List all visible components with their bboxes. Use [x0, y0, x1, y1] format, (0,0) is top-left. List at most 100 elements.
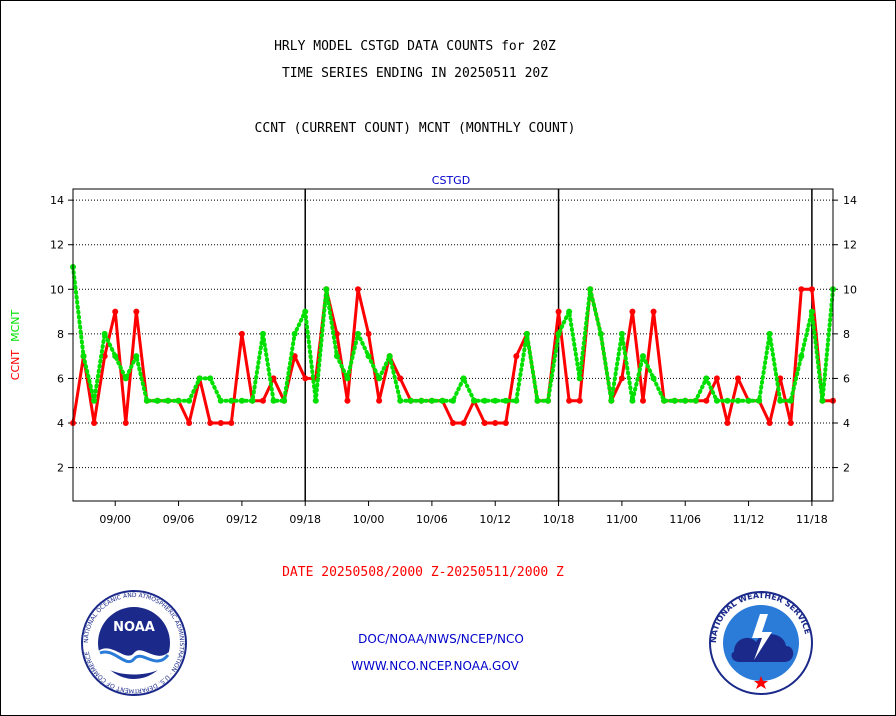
grid-lines	[73, 199, 833, 469]
data-point-ccnt	[798, 286, 805, 293]
data-point-mcnt	[376, 375, 383, 382]
data-point-ccnt	[566, 397, 573, 404]
data-point-ccnt	[555, 308, 562, 315]
data-point-mcnt	[122, 375, 129, 382]
plot-title: CSTGD	[432, 174, 470, 187]
x-tick-label: 11/06	[669, 513, 701, 526]
y-axis-label-text: CCNT MCNT	[9, 310, 22, 381]
y-tick-label-left: 4	[57, 417, 64, 430]
org-path-label: DOC/NOAA/NWS/NCEP/NCO	[358, 632, 524, 646]
data-point-ccnt	[228, 420, 235, 426]
data-point-mcnt	[534, 397, 541, 404]
x-tick-label: 09/12	[226, 513, 258, 526]
y-tick-label-right: 2	[843, 462, 850, 475]
data-point-mcnt	[777, 397, 784, 404]
y-tick-label-left: 8	[57, 328, 64, 341]
data-point-ccnt	[502, 420, 509, 426]
data-point-ccnt	[217, 420, 224, 426]
noaa-logo-text: NOAA	[113, 620, 155, 635]
data-point-mcnt	[492, 397, 499, 404]
data-point-mcnt	[576, 375, 583, 382]
data-point-ccnt	[713, 375, 720, 382]
data-point-mcnt	[207, 375, 214, 382]
data-point-ccnt	[344, 397, 351, 404]
chart-header-line2: TIME SERIES ENDING IN 20250511 20Z	[281, 66, 549, 81]
data-point-mcnt	[671, 397, 678, 404]
data-point-mcnt	[703, 375, 710, 382]
data-point-mcnt	[724, 397, 731, 404]
data-point-ccnt	[618, 375, 625, 382]
x-tick-label: 11/18	[796, 513, 828, 526]
data-point-mcnt	[407, 397, 414, 404]
y-tick-label-left: 2	[57, 462, 64, 475]
data-point-mcnt	[291, 330, 298, 337]
data-point-mcnt	[766, 330, 773, 337]
data-point-mcnt	[386, 353, 393, 360]
data-point-mcnt	[312, 397, 319, 404]
data-point-mcnt	[608, 397, 615, 404]
y-axis-label: CCNT MCNT	[9, 310, 22, 381]
y-tick-label-right: 12	[843, 239, 857, 252]
data-point-ccnt	[766, 420, 773, 426]
data-point-mcnt	[618, 330, 625, 337]
data-point-ccnt	[376, 397, 383, 404]
data-point-ccnt	[492, 420, 499, 426]
data-point-ccnt	[397, 375, 404, 382]
noaa-logo: NOAA NATIONAL OCEANIC AND ATMOSPHERIC AD…	[81, 590, 187, 696]
y-axis-right-ticks: 2 4 6 8 10 12 14	[833, 194, 857, 475]
data-point-mcnt	[196, 375, 203, 382]
data-point-ccnt	[703, 397, 710, 404]
y-axis-label-ccnt: CCNT	[9, 350, 22, 381]
data-point-mcnt	[355, 330, 361, 337]
x-tick-label: 09/06	[163, 513, 195, 526]
data-point-mcnt	[281, 397, 288, 404]
data-point-mcnt	[228, 397, 235, 404]
data-point-ccnt	[302, 375, 309, 382]
data-point-mcnt	[323, 286, 330, 293]
x-tick-label: 10/12	[479, 513, 511, 526]
data-point-ccnt	[238, 330, 245, 337]
data-point-mcnt	[238, 397, 245, 404]
data-point-mcnt	[249, 397, 256, 404]
data-point-ccnt	[122, 420, 129, 426]
y-tick-label-right: 6	[843, 372, 850, 385]
data-point-mcnt	[587, 286, 594, 293]
data-point-mcnt	[566, 308, 573, 315]
data-point-mcnt	[154, 397, 161, 404]
data-point-ccnt	[735, 375, 741, 382]
data-point-mcnt	[418, 397, 425, 404]
data-point-ccnt	[186, 420, 193, 426]
data-point-mcnt	[692, 397, 699, 404]
y-tick-label-right: 14	[843, 194, 857, 207]
data-point-mcnt	[112, 353, 119, 360]
data-point-mcnt	[460, 375, 467, 382]
data-point-mcnt	[661, 397, 668, 404]
data-point-mcnt	[650, 375, 657, 382]
data-point-mcnt	[217, 397, 224, 404]
data-point-mcnt	[745, 397, 752, 404]
x-tick-label: 09/18	[289, 513, 321, 526]
x-tick-label: 10/18	[543, 513, 575, 526]
y-tick-label-right: 4	[843, 417, 850, 430]
series-layer	[70, 264, 836, 426]
data-point-mcnt	[682, 397, 689, 404]
data-point-ccnt	[576, 397, 583, 404]
date-range-label: DATE 20250508/2000 Z-20250511/2000 Z	[282, 565, 564, 580]
data-point-ccnt	[640, 397, 646, 404]
data-point-mcnt	[143, 397, 150, 404]
data-point-mcnt	[333, 353, 340, 360]
data-point-ccnt	[808, 286, 815, 293]
data-point-ccnt	[481, 420, 488, 426]
x-tick-label: 11/12	[733, 513, 765, 526]
data-point-mcnt	[808, 308, 815, 315]
nws-logo: NATIONAL WEATHER SERVICE	[709, 591, 813, 695]
data-point-mcnt	[502, 397, 509, 404]
data-point-mcnt	[735, 397, 741, 404]
data-point-mcnt	[270, 397, 277, 404]
data-point-mcnt	[787, 397, 794, 404]
chart-header-line1: HRLY MODEL CSTGD DATA COUNTS for 20Z	[274, 39, 556, 54]
x-tick-label: 09/00	[99, 513, 131, 526]
data-point-mcnt	[365, 353, 372, 360]
data-point-ccnt	[260, 397, 266, 404]
data-point-mcnt	[101, 330, 108, 337]
